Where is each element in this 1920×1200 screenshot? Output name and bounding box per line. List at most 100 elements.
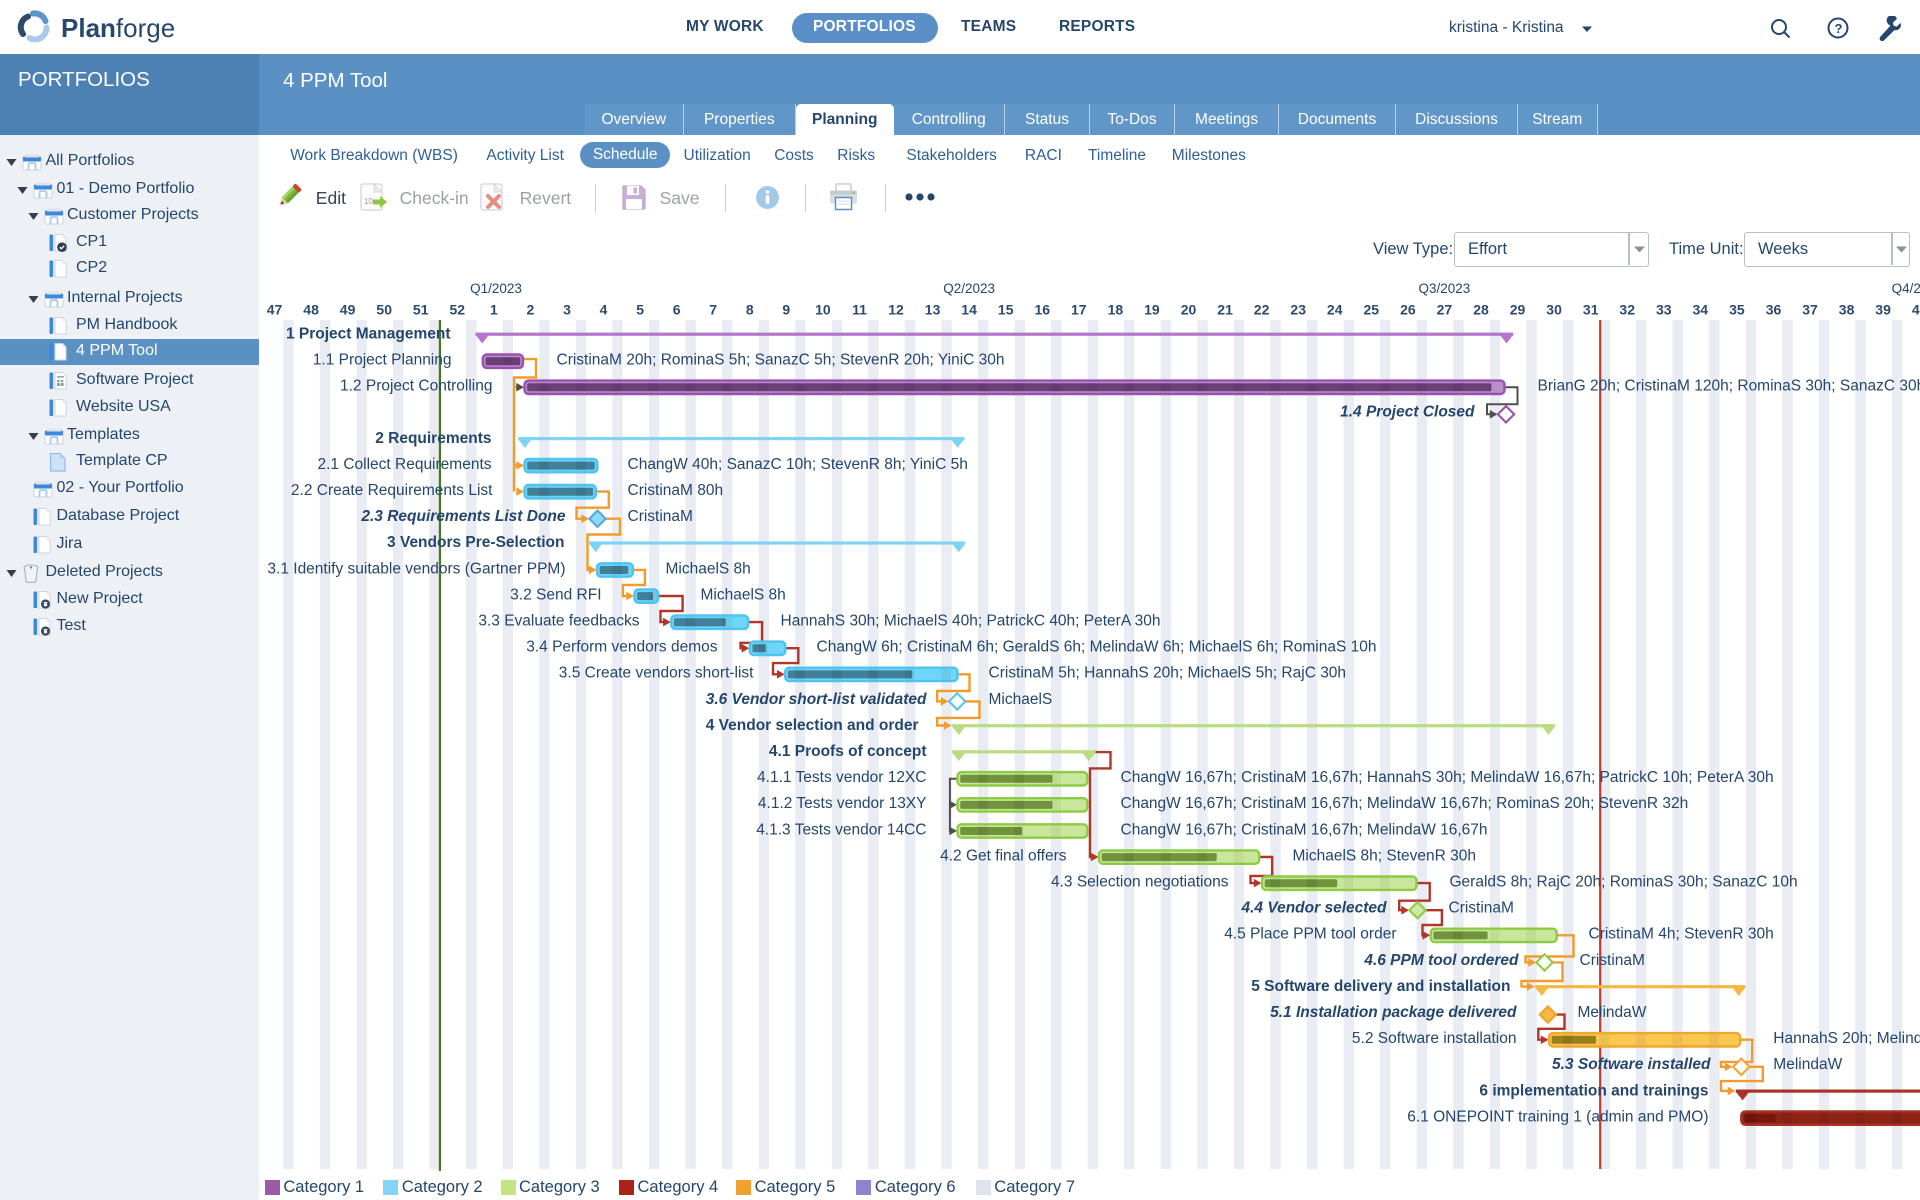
- svg-text:3.4 Perform vendors demos: 3.4 Perform vendors demos: [526, 639, 718, 656]
- svg-text:2.3 Requirements List Done: 2.3 Requirements List Done: [360, 508, 566, 525]
- svg-text:HannahS 30h; MichaelS 40h; Pat: HannahS 30h; MichaelS 40h; PatrickC 40h;…: [780, 613, 1160, 630]
- svg-text:15: 15: [997, 302, 1013, 318]
- svg-text:8: 8: [745, 302, 753, 318]
- svg-text:CristinaM: CristinaM: [627, 508, 692, 525]
- svg-text:49: 49: [339, 302, 355, 318]
- svg-text:1.2 Project Controlling: 1.2 Project Controlling: [340, 378, 493, 395]
- svg-text:5 Software delivery and instal: 5 Software delivery and installation: [1251, 978, 1510, 995]
- svg-text:6 implementation and trainings: 6 implementation and trainings: [1479, 1082, 1708, 1099]
- svg-text:5: 5: [636, 302, 644, 318]
- svg-text:Q4/2023: Q4/2023: [1891, 281, 1920, 296]
- svg-text:40: 40: [1911, 302, 1920, 318]
- svg-text:16: 16: [1034, 302, 1050, 318]
- svg-text:GeraldS 8h; RajC 20h; RominaS: GeraldS 8h; RajC 20h; RominaS 30h; Sanaz…: [1449, 874, 1797, 891]
- svg-text:35: 35: [1729, 302, 1745, 318]
- svg-text:ChangW 16,67h; CristinaM 16,67: ChangW 16,67h; CristinaM 16,67h; Melinda…: [1120, 821, 1487, 838]
- svg-text:52: 52: [449, 302, 465, 318]
- svg-text:50: 50: [376, 302, 392, 318]
- svg-text:4.1 Proofs of concept: 4.1 Proofs of concept: [768, 743, 926, 760]
- svg-text:10: 10: [364, 197, 373, 206]
- svg-text:37: 37: [1802, 302, 1818, 318]
- svg-text:MichaelS 8h: MichaelS 8h: [700, 586, 785, 603]
- svg-text:20: 20: [1180, 302, 1196, 318]
- svg-text:4.3 Selection negotiations: 4.3 Selection negotiations: [1050, 874, 1228, 891]
- svg-text:3.3 Evaluate feedbacks: 3.3 Evaluate feedbacks: [478, 613, 639, 630]
- svg-text:17: 17: [1071, 302, 1087, 318]
- svg-text:MichaelS 8h; StevenR 30h: MichaelS 8h; StevenR 30h: [1292, 847, 1476, 864]
- svg-text:51: 51: [412, 302, 428, 318]
- svg-text:ChangW 6h; CristinaM 6h; Geral: ChangW 6h; CristinaM 6h; GeraldS 6h; Mel…: [816, 639, 1376, 656]
- svg-text:2 Requirements: 2 Requirements: [375, 430, 491, 447]
- svg-text:4.1.2 Tests vendor 13XY: 4.1.2 Tests vendor 13XY: [757, 795, 926, 812]
- svg-text:2.1 Collect Requirements: 2.1 Collect Requirements: [317, 456, 491, 473]
- svg-text:30: 30: [1546, 302, 1562, 318]
- svg-text:3 Vendors Pre-Selection: 3 Vendors Pre-Selection: [387, 534, 564, 551]
- svg-text:?: ?: [1835, 21, 1843, 36]
- svg-text:32: 32: [1619, 302, 1635, 318]
- svg-text:2: 2: [526, 302, 534, 318]
- svg-text:6.1 ONEPOINT training 1 (admin: 6.1 ONEPOINT training 1 (admin and PMO): [1407, 1108, 1708, 1125]
- svg-text:5.1 Installation package deliv: 5.1 Installation package delivered: [1270, 1004, 1517, 1021]
- svg-text:MichaelS 8h: MichaelS 8h: [665, 560, 750, 577]
- svg-text:18: 18: [1107, 302, 1123, 318]
- svg-text:Q2/2023: Q2/2023: [943, 281, 995, 296]
- svg-text:4.6 PPM tool ordered: 4.6 PPM tool ordered: [1363, 952, 1519, 969]
- svg-text:4 Vendor selection and order: 4 Vendor selection and order: [705, 717, 918, 734]
- svg-text:ChangW 16,67h; CristinaM 16,67: ChangW 16,67h; CristinaM 16,67h; Melinda…: [1120, 795, 1688, 812]
- svg-text:12: 12: [888, 302, 904, 318]
- svg-text:1 Project Management: 1 Project Management: [285, 325, 450, 342]
- svg-text:MichaelS: MichaelS: [988, 691, 1052, 708]
- svg-text:29: 29: [1509, 302, 1525, 318]
- svg-text:26: 26: [1400, 302, 1416, 318]
- svg-text:Planforge: Planforge: [61, 13, 175, 43]
- svg-text:3.6 Vendor short-list validate: 3.6 Vendor short-list validated: [705, 691, 926, 708]
- svg-text:ChangW 16,67h; CristinaM 16,67: ChangW 16,67h; CristinaM 16,67h; HannahS…: [1120, 769, 1773, 786]
- svg-text:4.1.1 Tests vendor 12XC: 4.1.1 Tests vendor 12XC: [757, 769, 926, 786]
- svg-text:Q1/2023: Q1/2023: [470, 281, 522, 296]
- svg-text:28: 28: [1473, 302, 1489, 318]
- svg-text:CristinaM 20h; RominaS 5h; San: CristinaM 20h; RominaS 5h; SanazC 5h; St…: [556, 352, 1004, 369]
- svg-text:13: 13: [924, 302, 940, 318]
- svg-text:5.2 Software installation: 5.2 Software installation: [1351, 1030, 1516, 1047]
- svg-text:CristinaM 80h: CristinaM 80h: [627, 482, 723, 499]
- svg-text:3.2 Send RFI: 3.2 Send RFI: [510, 586, 601, 603]
- svg-text:10: 10: [815, 302, 831, 318]
- svg-text:MelindaW: MelindaW: [1773, 1056, 1842, 1073]
- svg-text:CristinaM 5h; HannahS 20h; Mic: CristinaM 5h; HannahS 20h; MichaelS 5h; …: [988, 665, 1346, 682]
- svg-text:ChangW 40h; SanazC 10h; Steven: ChangW 40h; SanazC 10h; StevenR 8h; Yini…: [627, 456, 967, 473]
- svg-text:47: 47: [266, 302, 282, 318]
- svg-text:9: 9: [782, 302, 790, 318]
- svg-text:25: 25: [1363, 302, 1379, 318]
- svg-text:48: 48: [303, 302, 319, 318]
- svg-text:CristinaM 4h; StevenR 30h: CristinaM 4h; StevenR 30h: [1588, 926, 1773, 943]
- svg-text:24: 24: [1326, 302, 1342, 318]
- svg-text:2.2 Create Requirements List: 2.2 Create Requirements List: [290, 482, 492, 499]
- svg-text:5.3 Software installed: 5.3 Software installed: [1552, 1056, 1711, 1073]
- svg-text:36: 36: [1765, 302, 1781, 318]
- svg-text:39: 39: [1875, 302, 1891, 318]
- svg-text:Q3/2023: Q3/2023: [1418, 281, 1470, 296]
- svg-text:38: 38: [1838, 302, 1854, 318]
- svg-text:34: 34: [1692, 302, 1708, 318]
- svg-text:31: 31: [1582, 302, 1598, 318]
- svg-text:33: 33: [1656, 302, 1672, 318]
- svg-text:4.2 Get final offers: 4.2 Get final offers: [940, 847, 1067, 864]
- svg-text:14: 14: [961, 302, 977, 318]
- svg-text:4.5 Place PPM tool order: 4.5 Place PPM tool order: [1224, 926, 1396, 943]
- svg-text:19: 19: [1144, 302, 1160, 318]
- svg-text:22: 22: [1253, 302, 1269, 318]
- svg-text:1: 1: [490, 302, 498, 318]
- svg-text:21: 21: [1217, 302, 1233, 318]
- svg-text:4.1.3 Tests vendor 14CC: 4.1.3 Tests vendor 14CC: [756, 821, 926, 838]
- svg-text:1.4 Project Closed: 1.4 Project Closed: [1340, 404, 1475, 421]
- svg-text:3.1 Identify suitable vendors: 3.1 Identify suitable vendors (Gartner P…: [267, 560, 565, 577]
- svg-text:CristinaM: CristinaM: [1579, 952, 1644, 969]
- svg-text:BrianG 20h; CristinaM 120h; Ro: BrianG 20h; CristinaM 120h; RominaS 30h;…: [1537, 378, 1920, 395]
- svg-text:7: 7: [709, 302, 717, 318]
- svg-text:23: 23: [1290, 302, 1306, 318]
- svg-text:6: 6: [672, 302, 680, 318]
- svg-text:4.4 Vendor selected: 4.4 Vendor selected: [1240, 900, 1387, 917]
- svg-text:CristinaM: CristinaM: [1448, 900, 1513, 917]
- svg-text:3: 3: [563, 302, 571, 318]
- svg-text:11: 11: [852, 302, 867, 318]
